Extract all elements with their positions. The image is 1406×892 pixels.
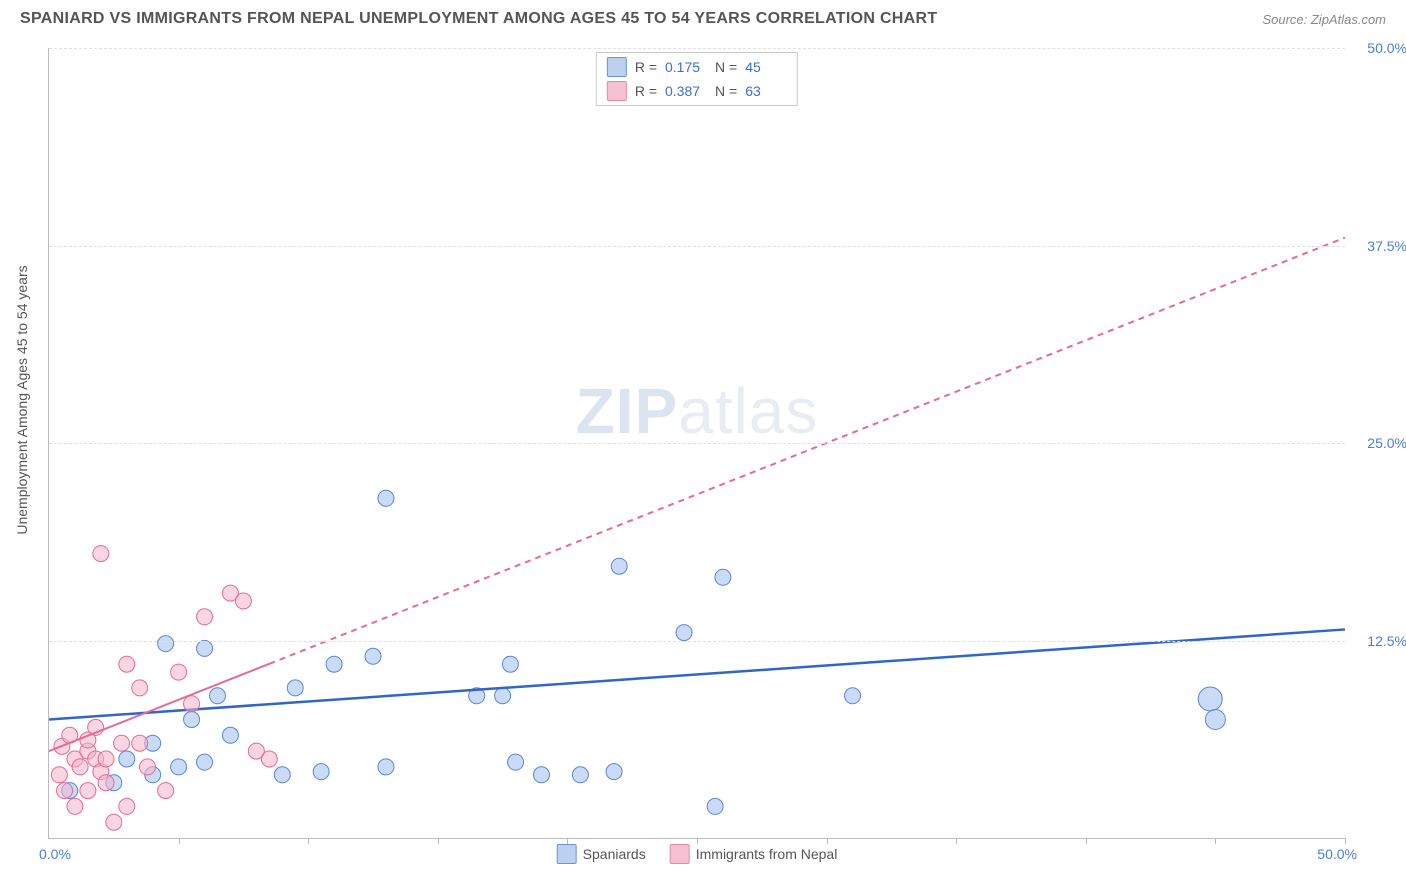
x-tick — [1086, 838, 1087, 844]
scatter-point — [139, 759, 155, 775]
regression-line-dashed — [269, 238, 1345, 664]
scatter-point — [1198, 687, 1222, 711]
scatter-point — [67, 798, 83, 814]
scatter-point — [378, 759, 394, 775]
x-tick — [1215, 838, 1216, 844]
x-tick — [567, 838, 568, 844]
n-label: N = — [715, 59, 737, 75]
gridline-h — [49, 641, 1345, 642]
n-value-1: 63 — [745, 83, 787, 99]
scatter-point — [508, 754, 524, 770]
r-value-0: 0.175 — [665, 59, 707, 75]
n-label: N = — [715, 83, 737, 99]
r-value-1: 0.387 — [665, 83, 707, 99]
scatter-point — [197, 754, 213, 770]
plot-area: ZIPatlas R = 0.175 N = 45 R = 0.387 N = … — [48, 48, 1345, 839]
scatter-point — [171, 759, 187, 775]
gridline-h — [49, 48, 1345, 49]
x-tick — [308, 838, 309, 844]
scatter-point — [119, 656, 135, 672]
scatter-point — [378, 490, 394, 506]
scatter-point — [158, 783, 174, 799]
scatter-point — [171, 664, 187, 680]
swatch-1 — [607, 81, 627, 101]
r-label: R = — [635, 83, 657, 99]
scatter-point — [114, 735, 130, 751]
scatter-point — [184, 712, 200, 728]
r-label: R = — [635, 59, 657, 75]
x-tick — [956, 838, 957, 844]
scatter-point — [533, 767, 549, 783]
n-value-0: 45 — [745, 59, 787, 75]
scatter-point — [606, 764, 622, 780]
scatter-point — [707, 798, 723, 814]
scatter-point — [184, 696, 200, 712]
scatter-point — [572, 767, 588, 783]
y-axis-title: Unemployment Among Ages 45 to 54 years — [14, 265, 30, 534]
y-tick-label: 12.5% — [1367, 633, 1406, 649]
x-tick — [179, 838, 180, 844]
source-label: Source: ZipAtlas.com — [1262, 12, 1386, 27]
stats-legend: R = 0.175 N = 45 R = 0.387 N = 63 — [596, 52, 798, 106]
x-min-label: 0.0% — [39, 846, 71, 862]
scatter-point — [611, 558, 627, 574]
scatter-point — [197, 609, 213, 625]
scatter-point — [365, 648, 381, 664]
scatter-point — [287, 680, 303, 696]
scatter-point — [235, 593, 251, 609]
scatter-point — [93, 546, 109, 562]
x-tick — [438, 838, 439, 844]
scatter-point — [326, 656, 342, 672]
scatter-point — [502, 656, 518, 672]
scatter-point — [261, 751, 277, 767]
scatter-point — [57, 783, 73, 799]
x-tick — [827, 838, 828, 844]
y-tick-label: 25.0% — [1367, 435, 1406, 451]
scatter-point — [72, 759, 88, 775]
scatter-point — [313, 764, 329, 780]
x-axis-labels: 0.0% 50.0% — [49, 846, 1345, 866]
scatter-point — [1205, 710, 1225, 730]
title-bar: SPANIARD VS IMMIGRANTS FROM NEPAL UNEMPL… — [0, 0, 1406, 34]
x-tick — [697, 838, 698, 844]
scatter-point — [98, 751, 114, 767]
swatch-0 — [607, 57, 627, 77]
chart-title: SPANIARD VS IMMIGRANTS FROM NEPAL UNEMPL… — [20, 10, 937, 28]
gridline-h — [49, 443, 1345, 444]
scatter-point — [106, 814, 122, 830]
scatter-point — [197, 640, 213, 656]
gridline-h — [49, 246, 1345, 247]
scatter-point — [51, 767, 67, 783]
y-tick-label: 37.5% — [1367, 238, 1406, 254]
stats-row-0: R = 0.175 N = 45 — [597, 55, 797, 79]
scatter-point — [715, 569, 731, 585]
x-max-label: 50.0% — [1317, 846, 1357, 862]
scatter-point — [119, 798, 135, 814]
scatter-point — [80, 783, 96, 799]
stats-row-1: R = 0.387 N = 63 — [597, 79, 797, 103]
y-tick-label: 50.0% — [1367, 40, 1406, 56]
scatter-point — [676, 625, 692, 641]
scatter-point — [158, 636, 174, 652]
scatter-point — [132, 735, 148, 751]
scatter-point — [132, 680, 148, 696]
scatter-point — [209, 688, 225, 704]
scatter-point — [495, 688, 511, 704]
scatter-point — [845, 688, 861, 704]
scatter-point — [98, 775, 114, 791]
scatter-point — [119, 751, 135, 767]
scatter-point — [222, 727, 238, 743]
scatter-point — [274, 767, 290, 783]
x-tick — [1345, 838, 1346, 844]
